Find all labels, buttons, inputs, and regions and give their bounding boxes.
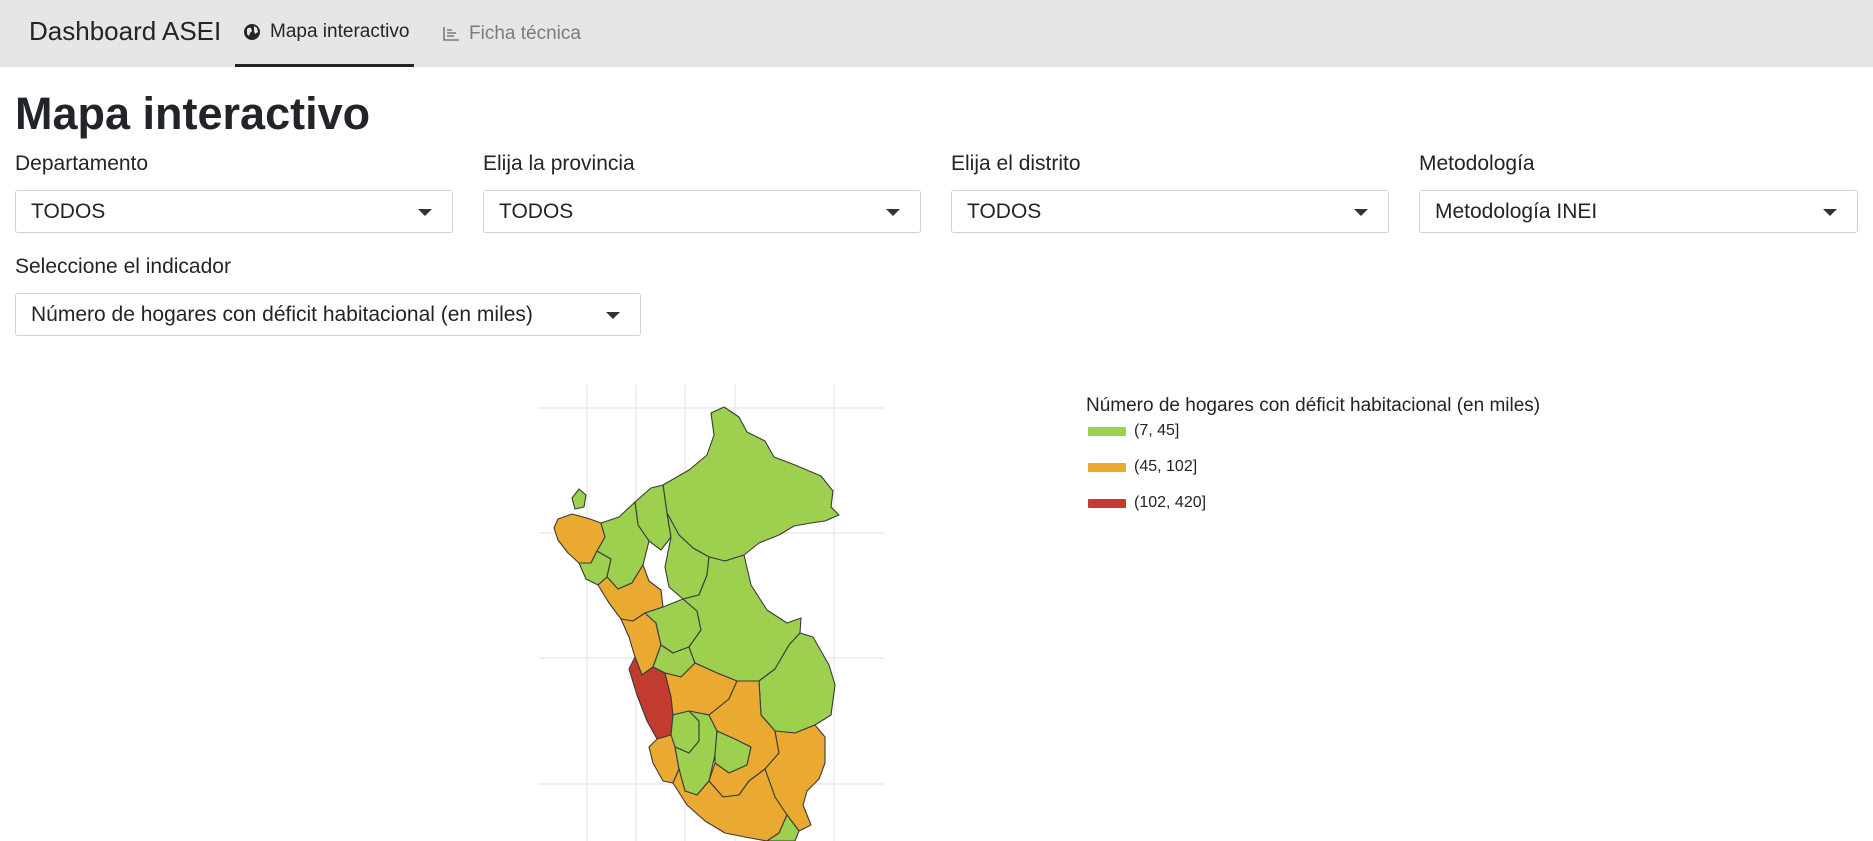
legend-title: Número de hogares con déficit habitacion… (1086, 395, 1541, 416)
region-moquegua[interactable] (766, 814, 800, 841)
provincia-label: Elija la provincia (483, 152, 635, 175)
metodologia-label: Metodología (1419, 152, 1535, 175)
region-tumbes[interactable] (571, 488, 587, 510)
select-value: TODOS (31, 199, 106, 223)
metodologia-select[interactable]: Metodología INEI (1419, 190, 1858, 233)
page-title: Mapa interactivo (15, 88, 371, 139)
region-loreto[interactable] (662, 406, 840, 562)
provincia-select[interactable]: TODOS (483, 190, 921, 233)
caret-down-icon (886, 209, 900, 216)
indicador-label: Seleccione el indicador (15, 255, 231, 278)
legend-item: (102, 420] (1088, 494, 1206, 512)
departamento-select[interactable]: TODOS (15, 190, 453, 233)
legend-label: (102, 420] (1134, 494, 1207, 511)
tab-label: Mapa interactivo (270, 21, 410, 42)
map-regions (553, 406, 840, 841)
tab-label: Ficha técnica (469, 22, 581, 44)
region-arequipa[interactable] (672, 768, 788, 841)
tab-ficha-tecnica[interactable]: Ficha técnica (442, 0, 581, 67)
caret-down-icon (1823, 209, 1837, 216)
globe-icon (244, 24, 260, 40)
select-value: Metodología INEI (1435, 199, 1598, 223)
select-value: Número de hogares con déficit habitacion… (31, 302, 533, 326)
legend-label: (45, 102] (1134, 458, 1198, 475)
choropleth-map[interactable] (539, 385, 886, 841)
departamento-label: Departamento (15, 152, 149, 175)
select-value: TODOS (499, 199, 574, 223)
legend-label: (7, 45] (1134, 422, 1180, 439)
legend-item: (45, 102] (1088, 458, 1197, 476)
legend-swatch (1088, 462, 1126, 472)
legend-swatch (1088, 498, 1126, 508)
caret-down-icon (418, 209, 432, 216)
tab-mapa-interactivo[interactable]: Mapa interactivo (235, 0, 414, 67)
select-value: TODOS (967, 199, 1042, 223)
indicador-select[interactable]: Número de hogares con déficit habitacion… (15, 293, 641, 336)
distrito-select[interactable]: TODOS (951, 190, 1389, 233)
legend-item: (7, 45] (1088, 422, 1179, 440)
legend-swatch (1088, 426, 1126, 436)
caret-down-icon (606, 312, 620, 319)
chart-icon (443, 26, 459, 41)
app-brand[interactable]: Dashboard ASEI (29, 16, 222, 46)
caret-down-icon (1354, 209, 1368, 216)
distrito-label: Elija el distrito (951, 152, 1081, 175)
navbar: Dashboard ASEI Mapa interactivo Ficha té… (0, 0, 1873, 67)
